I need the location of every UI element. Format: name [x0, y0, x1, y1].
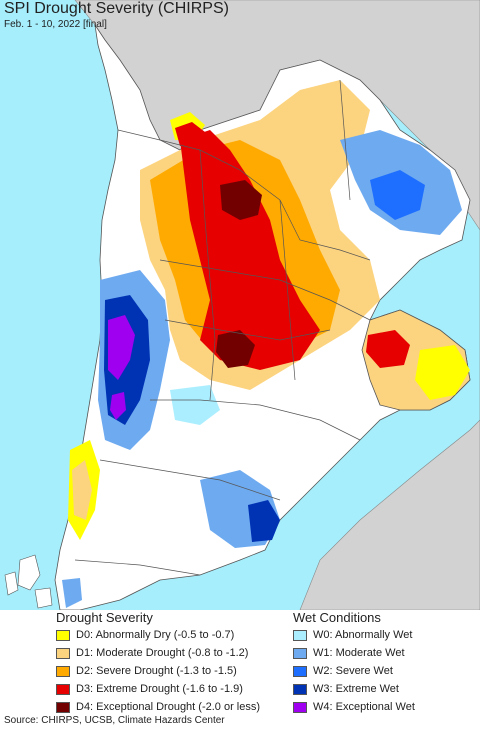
boundary-line: [279, 199, 296, 381]
drought-legend-item: D4: Exceptional Drought (-2.0 or less): [56, 700, 286, 718]
wet-legend-item: W2: Severe Wet: [293, 664, 478, 682]
legend-wet-heading: Wet Conditions: [293, 610, 381, 625]
legend-wet-items: W0: Abnormally Wet W1: Moderate Wet W2: Se…: [293, 628, 478, 718]
source-credit: Source: CHIRPS, UCSB, Climate Hazards Ce…: [4, 715, 225, 726]
wet-legend-item: W3: Extreme Wet: [293, 682, 478, 700]
boundary-line: [159, 259, 371, 321]
wet-label: W4: Exceptional Wet: [313, 701, 415, 713]
w1-patch-southtip: [62, 578, 82, 608]
drought-swatch: [56, 702, 70, 713]
boundaries: [74, 79, 371, 576]
map-title: SPI Drought Severity (CHIRPS): [4, 0, 229, 17]
wet-swatch: [293, 684, 307, 695]
d1-patch-southwest: [72, 460, 92, 520]
wet-swatch: [293, 648, 307, 659]
w4-patch-andes-2: [110, 392, 126, 420]
w2-patch-paraguay: [370, 170, 425, 220]
wet-swatch: [293, 702, 307, 713]
d4-patch-south: [216, 330, 255, 368]
boundary-line: [339, 79, 351, 201]
boundary-line: [99, 459, 281, 501]
drought-label: D2: Severe Drought (-1.3 to -1.5): [76, 665, 237, 677]
w3-patch-south: [248, 500, 280, 542]
island: [4, 571, 19, 596]
d0-patch-uruguay: [415, 345, 470, 400]
d3-patch-northtip: [175, 122, 205, 146]
drought-swatch: [56, 648, 70, 659]
map-subtitle: Feb. 1 - 10, 2022 [final]: [4, 19, 107, 30]
w0-patch-center: [170, 385, 220, 425]
wet-label: W3: Extreme Wet: [313, 683, 399, 695]
drought-label: D0: Abnormally Dry (-0.5 to -0.7): [76, 629, 235, 641]
legend-drought-heading: Drought Severity: [56, 610, 153, 625]
wet-legend-item: W4: Exceptional Wet: [293, 700, 478, 718]
wet-swatch: [293, 630, 307, 641]
wet-legend-item: W0: Abnormally Wet: [293, 628, 478, 646]
drought-legend-item: D1: Moderate Drought (-0.8 to -1.2): [56, 646, 286, 664]
drought-map: [0, 0, 480, 610]
boundary-line: [74, 559, 201, 576]
drought-legend-item: D2: Severe Drought (-1.3 to -1.5): [56, 664, 286, 682]
legend-wet: Wet Conditions W0: Abnormally Wet W1: Mod…: [293, 610, 478, 718]
boundary-line: [150, 399, 361, 441]
wet-legend-item: W1: Moderate Wet: [293, 646, 478, 664]
wet-swatch: [293, 666, 307, 677]
drought-patches: [62, 80, 470, 608]
wet-label: W1: Moderate Wet: [313, 647, 405, 659]
island: [34, 587, 53, 609]
drought-legend-item: D3: Extreme Drought (-1.6 to -1.9): [56, 682, 286, 700]
drought-swatch: [56, 684, 70, 695]
drought-swatch: [56, 666, 70, 677]
wet-label: W2: Severe Wet: [313, 665, 393, 677]
drought-label: D1: Moderate Drought (-0.8 to -1.2): [76, 647, 249, 659]
boundary-line: [164, 319, 331, 341]
boundary-line: [199, 149, 216, 401]
drought-label: D4: Exceptional Drought (-2.0 or less): [76, 701, 261, 713]
drought-label: D3: Extreme Drought (-1.6 to -1.9): [76, 683, 243, 695]
legend-drought: Drought Severity D0: Abnormally Dry (-0.…: [56, 610, 286, 718]
d3-patch-uruguay: [366, 330, 410, 368]
boundary-line: [279, 199, 371, 261]
d4-patch-north: [220, 180, 262, 220]
coastal-islands: [4, 554, 53, 609]
island: [17, 554, 41, 591]
drought-swatch: [56, 630, 70, 641]
wet-label: W0: Abnormally Wet: [313, 629, 413, 641]
d3-patch: [180, 130, 320, 370]
legend-drought-items: D0: Abnormally Dry (-0.5 to -0.7) D1: Mod…: [56, 628, 286, 718]
drought-legend-item: D0: Abnormally Dry (-0.5 to -0.7): [56, 628, 286, 646]
w4-patch-andes: [108, 315, 135, 380]
